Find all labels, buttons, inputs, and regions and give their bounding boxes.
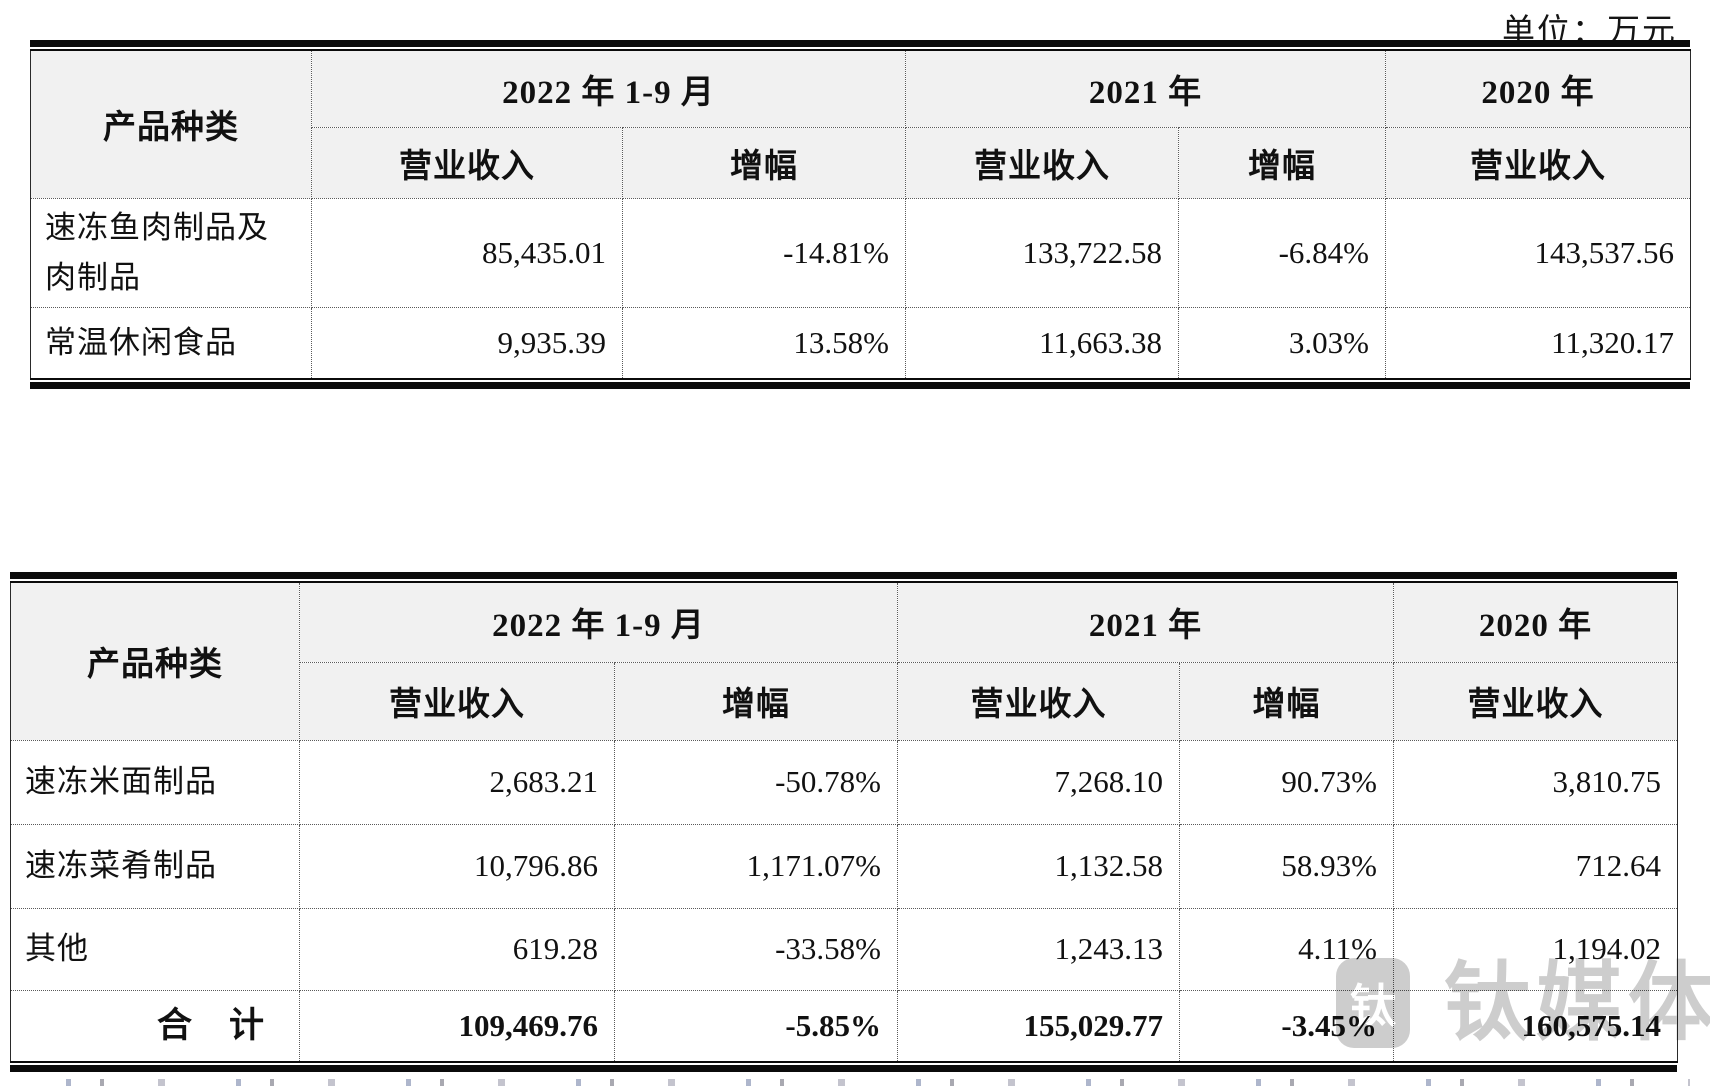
cell-revenue-2020: 712.64 xyxy=(1393,823,1678,909)
cell-growth-2021: -3.45% xyxy=(1179,989,1394,1063)
header-growth-2021: 增幅 xyxy=(1179,661,1394,741)
cell-growth-2022: -14.81% xyxy=(622,197,906,308)
table-row: 速冻菜肴制品 10,796.86 1,171.07% 1,132.58 58.9… xyxy=(10,823,1678,909)
cell-growth-2022: -5.85% xyxy=(614,989,898,1063)
cell-growth-2021: 58.93% xyxy=(1179,823,1394,909)
row-label: 常温休闲食品 xyxy=(30,306,312,380)
header-period-2022: 2022 年 1-9 月 xyxy=(311,49,906,128)
revenue-table-2-wrapper: 产品种类 2022 年 1-9 月 2021 年 2020 年 营业收入 增幅 … xyxy=(10,572,1678,1072)
table-bottom-rule xyxy=(30,382,1690,389)
header-growth-2022: 增幅 xyxy=(622,126,906,199)
cell-revenue-2020: 1,194.02 xyxy=(1393,907,1678,991)
row-label: 其他 xyxy=(10,907,300,991)
table-top-rule xyxy=(10,572,1677,579)
table-row: 其他 619.28 -33.58% 1,243.13 4.11% 1,194.0… xyxy=(10,907,1678,991)
cell-revenue-2021: 1,132.58 xyxy=(897,823,1180,909)
cell-growth-2022: 13.58% xyxy=(622,306,906,380)
cell-revenue-2021: 7,268.10 xyxy=(897,739,1180,825)
cell-revenue-2020: 3,810.75 xyxy=(1393,739,1678,825)
cell-growth-2022: -33.58% xyxy=(614,907,898,991)
cell-revenue-2022: 619.28 xyxy=(299,907,615,991)
header-growth-2021: 增幅 xyxy=(1178,126,1386,199)
cell-revenue-2020: 143,537.56 xyxy=(1385,197,1691,308)
header-period-2021: 2021 年 xyxy=(897,581,1394,663)
clipped-footnote-strip xyxy=(40,1079,1690,1086)
row-label: 速冻米面制品 xyxy=(10,739,300,825)
cell-revenue-2022: 109,469.76 xyxy=(299,989,615,1063)
header-revenue-2022: 营业收入 xyxy=(299,661,615,741)
revenue-table-1-wrapper: 产品种类 2022 年 1-9 月 2021 年 2020 年 营业收入 增幅 … xyxy=(30,40,1691,389)
cell-growth-2021: 4.11% xyxy=(1179,907,1394,991)
header-period-2020: 2020 年 xyxy=(1385,49,1691,128)
cell-revenue-2022: 10,796.86 xyxy=(299,823,615,909)
header-product-category: 产品种类 xyxy=(30,49,312,199)
header-product-category: 产品种类 xyxy=(10,581,300,741)
cell-growth-2022: -50.78% xyxy=(614,739,898,825)
cell-revenue-2021: 11,663.38 xyxy=(905,306,1179,380)
header-period-2021: 2021 年 xyxy=(905,49,1386,128)
cell-revenue-2022: 9,935.39 xyxy=(311,306,623,380)
table-top-rule xyxy=(30,40,1690,47)
cell-growth-2022: 1,171.07% xyxy=(614,823,898,909)
cell-revenue-2020: 11,320.17 xyxy=(1385,306,1691,380)
header-period-2020: 2020 年 xyxy=(1393,581,1678,663)
cell-revenue-2021: 1,243.13 xyxy=(897,907,1180,991)
table-row: 速冻米面制品 2,683.21 -50.78% 7,268.10 90.73% … xyxy=(10,739,1678,825)
header-revenue-2021: 营业收入 xyxy=(897,661,1180,741)
row-label: 速冻鱼肉制品及肉制品 xyxy=(30,197,312,308)
table-bottom-rule xyxy=(10,1065,1677,1072)
cell-growth-2021: 90.73% xyxy=(1179,739,1394,825)
cell-revenue-2022: 2,683.21 xyxy=(299,739,615,825)
revenue-table-2: 产品种类 2022 年 1-9 月 2021 年 2020 年 营业收入 增幅 … xyxy=(10,581,1678,1063)
table-row: 速冻鱼肉制品及肉制品 85,435.01 -14.81% 133,722.58 … xyxy=(30,197,1691,308)
cell-revenue-2021: 155,029.77 xyxy=(897,989,1180,1063)
table-row: 常温休闲食品 9,935.39 13.58% 11,663.38 3.03% 1… xyxy=(30,306,1691,380)
table-total-row: 合 计 109,469.76 -5.85% 155,029.77 -3.45% … xyxy=(10,989,1678,1063)
header-revenue-2020: 营业收入 xyxy=(1393,661,1678,741)
header-revenue-2022: 营业收入 xyxy=(311,126,623,199)
cell-revenue-2021: 133,722.58 xyxy=(905,197,1179,308)
cell-growth-2021: -6.84% xyxy=(1178,197,1386,308)
header-revenue-2021: 营业收入 xyxy=(905,126,1179,199)
cell-revenue-2020: 160,575.14 xyxy=(1393,989,1678,1063)
total-label: 合 计 xyxy=(10,989,300,1063)
cell-revenue-2022: 85,435.01 xyxy=(311,197,623,308)
header-period-2022: 2022 年 1-9 月 xyxy=(299,581,898,663)
cell-growth-2021: 3.03% xyxy=(1178,306,1386,380)
row-label: 速冻菜肴制品 xyxy=(10,823,300,909)
header-growth-2022: 增幅 xyxy=(614,661,898,741)
header-revenue-2020: 营业收入 xyxy=(1385,126,1691,199)
revenue-table-1: 产品种类 2022 年 1-9 月 2021 年 2020 年 营业收入 增幅 … xyxy=(30,49,1691,380)
